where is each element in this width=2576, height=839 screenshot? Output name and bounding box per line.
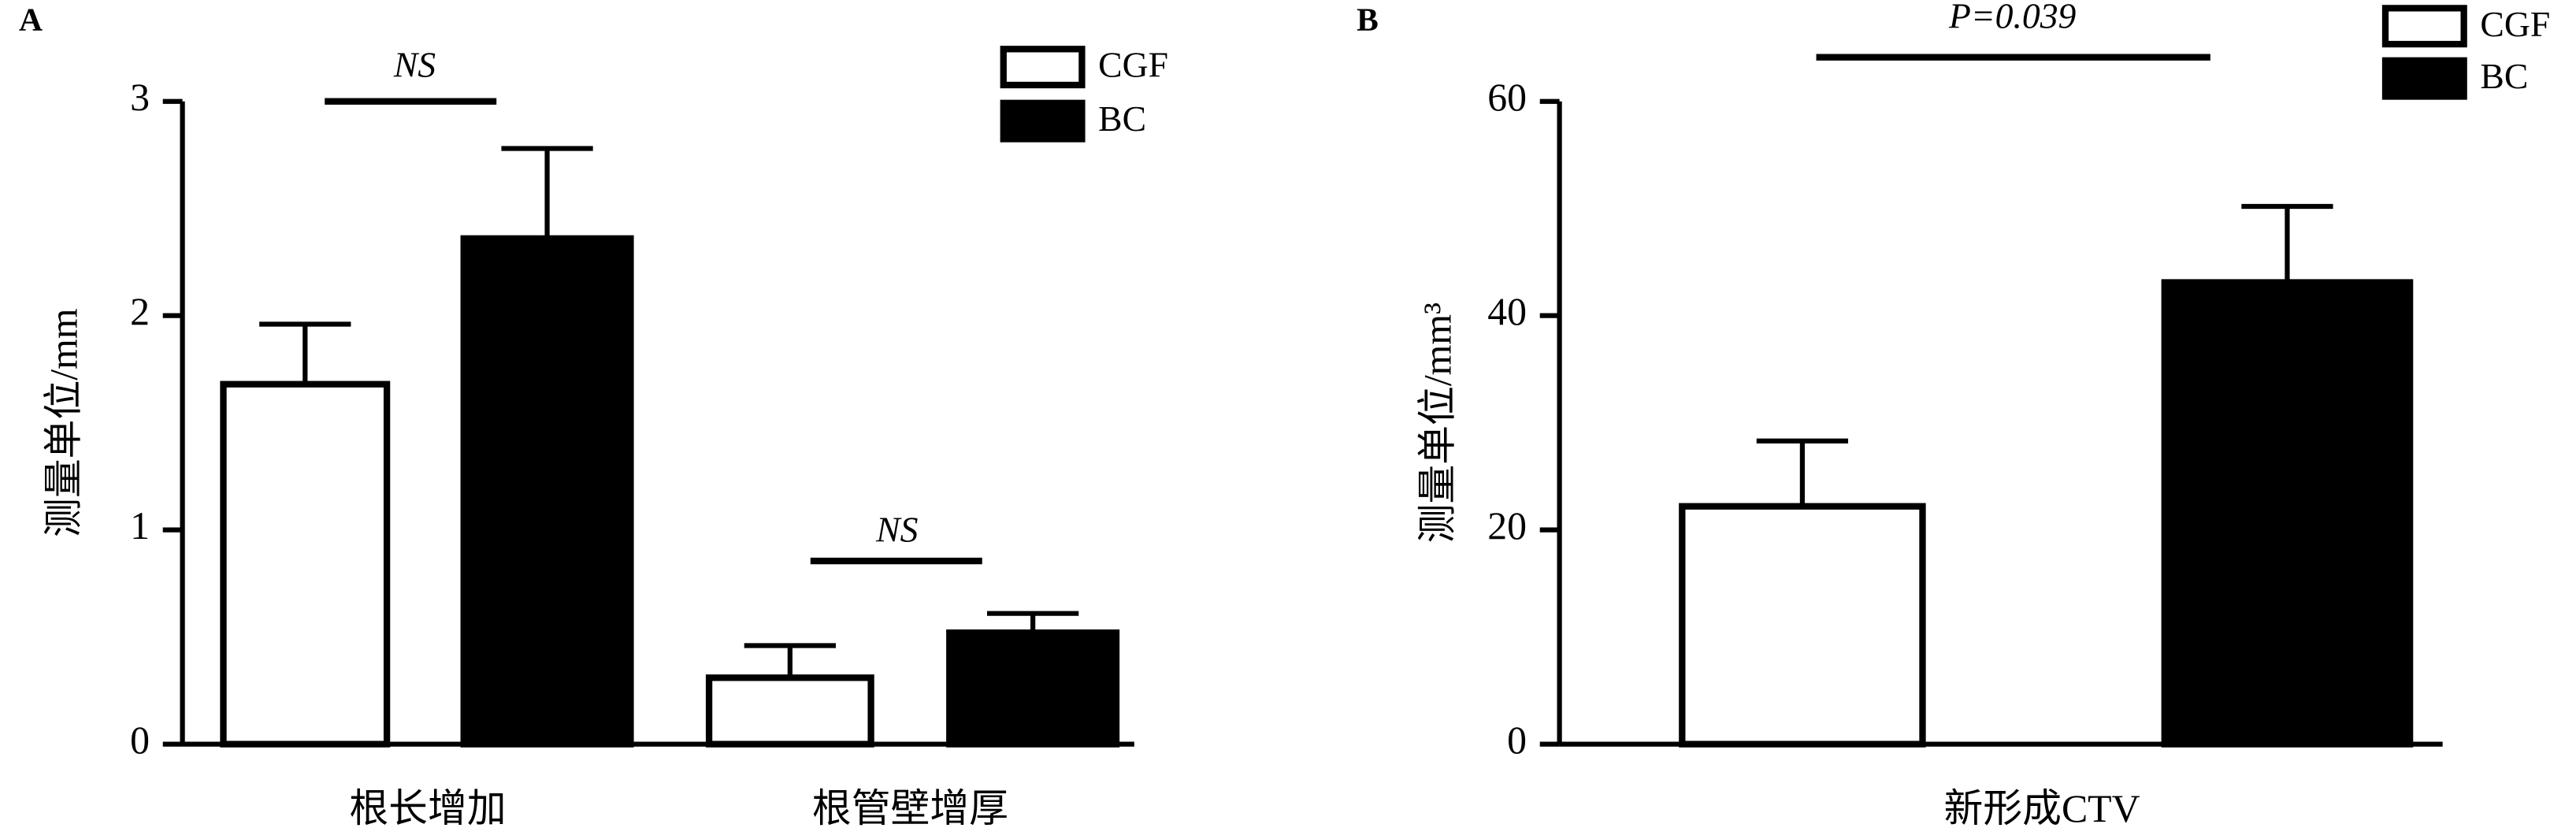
legend-label: BC: [2480, 56, 2528, 96]
bar: [946, 629, 1120, 748]
bar: [2161, 279, 2414, 748]
y-tick-label: 20: [1487, 504, 1527, 548]
legend-swatch: [1000, 46, 1086, 89]
annotation: P=0.039: [1948, 0, 2077, 35]
bar: [460, 235, 634, 748]
annotation: NS: [875, 509, 918, 549]
y-axis-label: 测量单位/mm³: [1416, 303, 1460, 544]
bar: [220, 381, 391, 748]
legend-label: CGF: [2480, 4, 2550, 44]
y-tick-label: 2: [130, 290, 150, 333]
y-tick-label: 60: [1487, 76, 1527, 119]
panel-label: B: [1357, 2, 1379, 38]
legend-label: CGF: [1098, 45, 1168, 85]
x-tick-label: 根长增加: [349, 787, 506, 830]
panel-label: A: [19, 2, 43, 38]
bar: [705, 674, 874, 748]
y-tick-label: 3: [130, 76, 150, 119]
y-axis-label: 测量单位/mm: [43, 308, 86, 537]
legend-swatch: [1000, 99, 1086, 143]
y-tick-label: 0: [1507, 718, 1527, 762]
legend-swatch: [2381, 5, 2467, 48]
y-tick-label: 0: [130, 718, 150, 762]
x-tick-label: 根管壁增厚: [812, 787, 1008, 830]
y-tick-label: 40: [1487, 290, 1527, 333]
annotation: NS: [393, 45, 436, 85]
legend-label: BC: [1098, 98, 1146, 139]
y-tick-label: 1: [130, 504, 150, 548]
bar: [1679, 503, 1926, 748]
legend-swatch: [2381, 57, 2467, 100]
x-tick-label: 新形成CTV: [1944, 787, 2140, 830]
